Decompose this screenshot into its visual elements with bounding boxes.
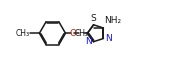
Text: NH₂: NH₂ [104, 16, 121, 25]
Text: CH₂: CH₂ [74, 29, 89, 38]
Text: CH₃: CH₃ [15, 29, 30, 38]
Text: S: S [91, 14, 96, 23]
Text: N: N [85, 37, 92, 46]
Text: N: N [105, 34, 112, 43]
Text: O: O [69, 29, 76, 38]
